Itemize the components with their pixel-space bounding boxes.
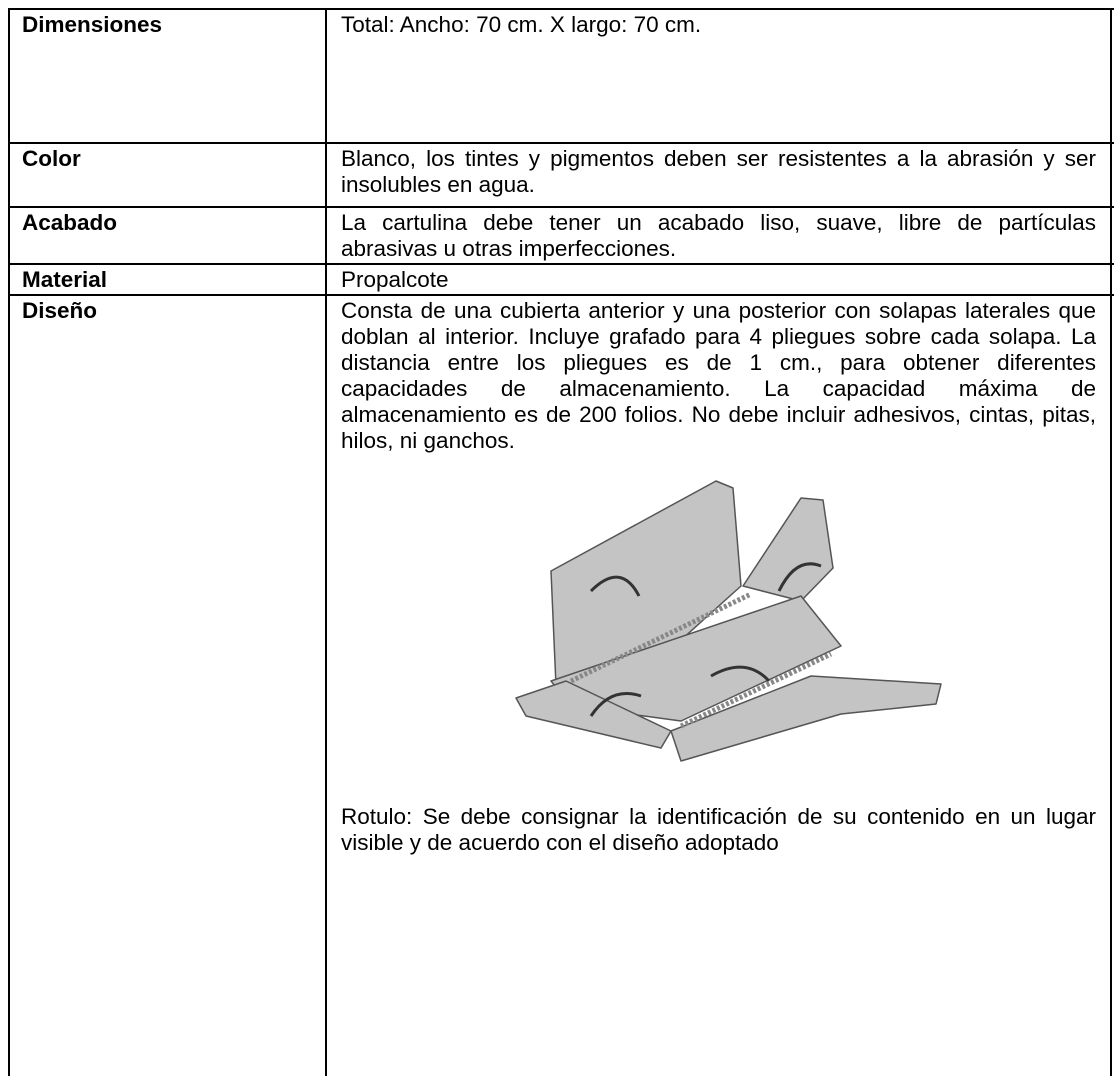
row-text: Propalcote [327, 265, 1112, 294]
table-row: Dimensiones Total: Ancho: 70 cm. X largo… [10, 10, 1114, 144]
row-label: Diseño [10, 296, 327, 1076]
table-row: Acabado La cartulina debe tener un acaba… [10, 208, 1114, 265]
table-row: Diseño Consta de una cubierta anterior y… [10, 296, 1114, 1076]
row-label: Color [10, 144, 327, 206]
row-label: Dimensiones [10, 10, 327, 142]
folder-illustration [515, 480, 942, 762]
row-text: Blanco, los tintes y pigmentos deben ser… [327, 144, 1112, 206]
table-row: Color Blanco, los tintes y pigmentos deb… [10, 144, 1114, 208]
row-text: Rotulo: Se debe consignar la identificac… [341, 804, 1096, 855]
row-text: La cartulina debe tener un acabado liso,… [327, 208, 1112, 263]
row-label: Acabado [10, 208, 327, 263]
row-text: Consta de una cubierta anterior y una po… [341, 298, 1096, 453]
row-text-block: Consta de una cubierta anterior y una po… [327, 296, 1112, 1076]
row-label: Material [10, 265, 327, 294]
spec-table: Dimensiones Total: Ancho: 70 cm. X largo… [8, 8, 1114, 1076]
table-row: Material Propalcote [10, 265, 1114, 296]
row-text: Total: Ancho: 70 cm. X largo: 70 cm. [327, 10, 1112, 142]
